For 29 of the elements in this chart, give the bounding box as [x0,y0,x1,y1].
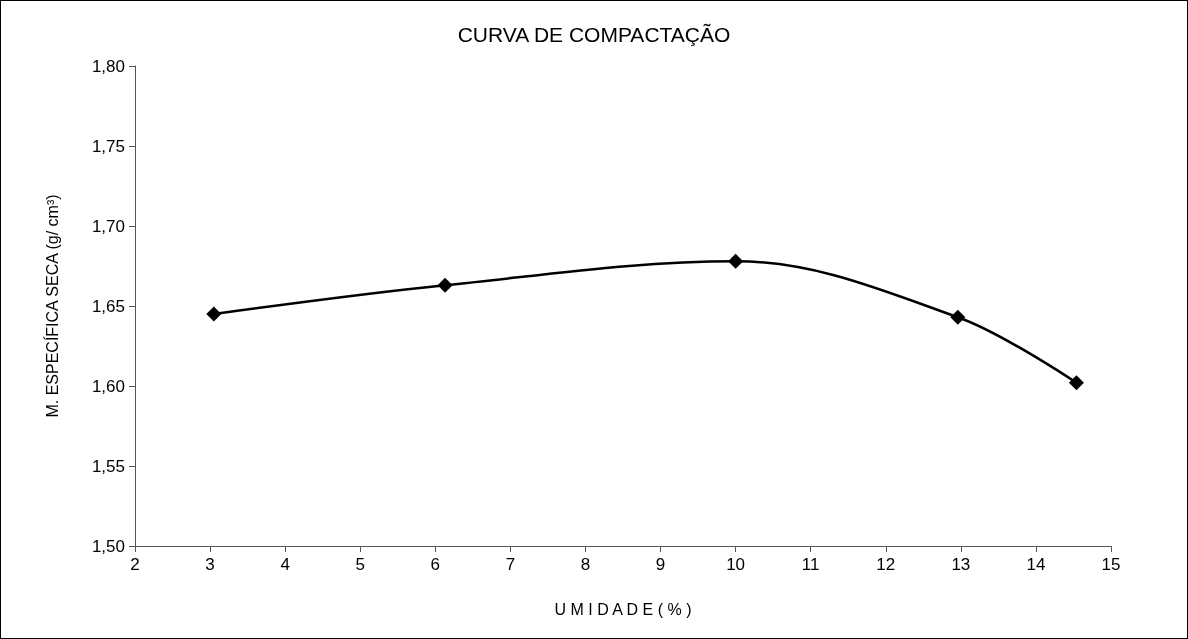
point [728,253,744,269]
x-tick-label: 11 [801,555,820,574]
x-tick-label: 6 [430,555,441,574]
x-tick-label: 5 [355,555,365,574]
point [206,306,222,322]
x-tick-label: 3 [205,555,215,574]
x-tick-label: 9 [655,555,666,574]
point [950,309,966,325]
point [437,277,453,293]
x-tick-label: 15 [1101,555,1121,574]
y-tick-label: 1,60 [91,376,125,396]
x-tick-label: 10 [726,555,746,574]
y-axis-title: M. ESPECÍFICA SECA (g/ cm³) [42,194,61,418]
point [1068,375,1084,391]
x-tick-label: 14 [1026,555,1046,574]
y-tick-label: 1,65 [91,296,125,316]
y-tick-label: 1,50 [91,536,125,556]
x-tick-label: 12 [876,555,896,574]
x-tick-label: 13 [951,555,971,574]
x-tick-label: 4 [280,555,290,574]
x-tick-label: 7 [505,555,516,574]
x-axis-title: U M I D A D E ( % ) [554,600,692,618]
y-tick-label: 1,70 [91,216,125,236]
x-tick-label: 8 [580,555,591,574]
y-tick-label: 1,75 [91,136,125,156]
x-tick-label: 2 [130,555,140,574]
y-tick-label: 1,55 [91,456,125,476]
chart-title: CURVA DE COMPACTAÇÃO [457,23,731,46]
y-tick-label: 1,80 [91,56,125,76]
